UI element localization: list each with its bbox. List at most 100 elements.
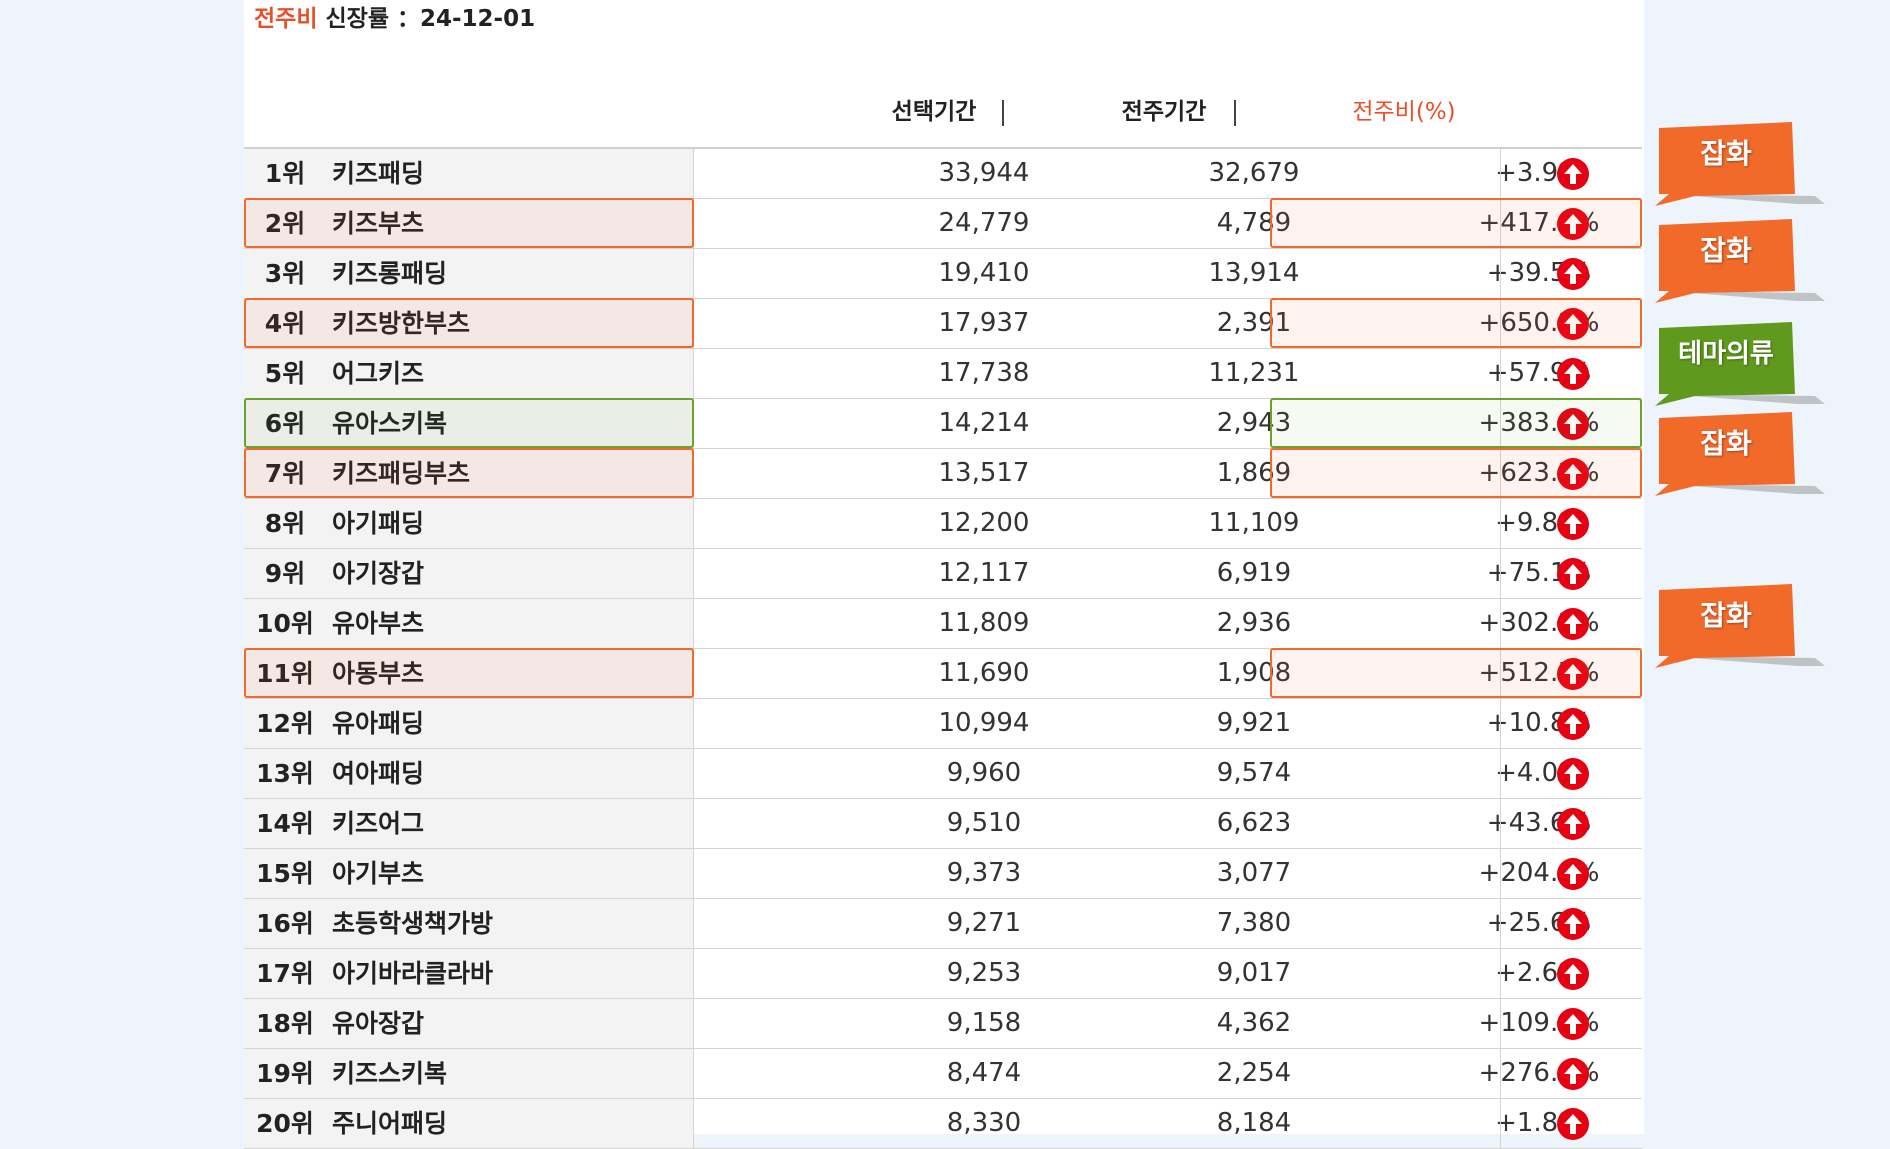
highlight-box-change [1270,398,1642,448]
table-row: 20위 주니어패딩 8,330 8,184 +1.8% [244,1099,1642,1149]
rank-cell: 8위 아기패딩 [244,499,694,548]
previous-period-value: 9,574 [1216,758,1292,788]
rank-cell: 14위 키즈어그 [244,799,694,848]
table-row: 5위 어그키즈 17,738 11,231 +57.9% [244,349,1642,399]
keyword-label: 유아장갑 [332,1009,425,1038]
table-row: 13위 여아패딩 9,960 9,574 +4.0% [244,749,1642,799]
selected-period-value: 9,373 [946,858,1022,888]
arrow-up-circle-icon [1557,758,1589,790]
callout-label: 잡화 [1700,599,1752,632]
table-row: 12위 유아패딩 10,994 9,921 +10.8% [244,699,1642,749]
col-separator [1234,100,1236,126]
category-callout: 잡화 [1655,580,1835,690]
selected-period-value: 14,214 [938,408,1030,438]
table-row: 7위 키즈패딩부츠 13,517 1,869 +623.2% [244,448,1642,499]
trend-cell [1500,849,1642,898]
keyword-label: 유아부츠 [332,609,425,638]
previous-period-value: 1,869 [1216,458,1292,488]
speech-bubble-icon [1655,122,1825,206]
rank-label: 4위 [264,309,306,338]
trend-cell [1500,449,1642,498]
speech-bubble-icon [1655,412,1825,496]
selected-period-value: 12,200 [938,508,1030,538]
keyword-label: 키즈방한부츠 [332,309,471,338]
rank-cell: 9위 아기장갑 [244,549,694,598]
previous-period-value: 13,914 [1208,258,1300,288]
rank-label: 16위 [256,909,314,938]
rank-cell: 12위 유아패딩 [244,699,694,748]
table-row: 11위 아동부츠 11,690 1,908 +512.7% [244,648,1642,699]
rank-cell: 17위 아기바라클라바 [244,949,694,998]
table-row: 18위 유아장갑 9,158 4,362 +109.9% [244,999,1642,1049]
selected-period-value: 17,937 [938,308,1030,338]
keyword-label: 아기장갑 [332,559,425,588]
highlight-box-keyword [244,198,694,248]
rank-label: 19위 [256,1059,314,1088]
table-row: 3위 키즈롱패딩 19,410 13,914 +39.5% [244,249,1642,299]
trend-cell [1500,799,1642,848]
selected-period-value: 9,253 [946,958,1022,988]
trend-cell [1500,999,1642,1048]
arrow-up-circle-icon [1557,158,1589,190]
arrow-up-circle-icon [1557,208,1589,240]
trend-cell [1500,199,1642,248]
trend-cell [1500,649,1642,698]
header-date: ：24-12-01 [397,6,536,32]
trend-cell [1500,949,1642,998]
previous-period-value: 2,943 [1216,408,1292,438]
trend-cell [1500,699,1642,748]
previous-period-value: 8,184 [1216,1108,1292,1138]
previous-period-value: 9,921 [1216,708,1292,738]
rank-label: 17위 [256,959,314,988]
keyword-label: 유아스키복 [332,409,448,438]
rank-label: 13위 [256,759,314,788]
table-row: 16위 초등학생책가방 9,271 7,380 +25.6% [244,899,1642,949]
previous-period-value: 3,077 [1216,858,1292,888]
rank-label: 5위 [264,359,306,388]
trend-cell [1500,899,1642,948]
header-highlight: 전주비 [254,6,318,32]
selected-period-value: 8,330 [946,1108,1022,1138]
rank-label: 12위 [256,709,314,738]
rank-cell: 4위 키즈방한부츠 [244,299,694,348]
table-row: 9위 아기장갑 12,117 6,919 +75.1% [244,549,1642,599]
selected-period-value: 9,960 [946,758,1022,788]
trend-cell [1500,599,1642,648]
col-week-change: 전주비(%) [1352,99,1456,125]
previous-period-value: 4,362 [1216,1008,1292,1038]
rank-label: 18위 [256,1009,314,1038]
keyword-label: 키즈패딩부츠 [332,459,471,488]
highlight-box-change [1270,298,1642,348]
keyword-label: 초등학생책가방 [332,909,494,938]
rank-cell: 1위 키즈패딩 [244,149,694,198]
keyword-label: 키즈패딩 [332,159,425,188]
growth-header: 전주비 신장률 ：24-12-01 [254,2,535,36]
rank-cell: 16위 초등학생책가방 [244,899,694,948]
keyword-label: 키즈부츠 [332,209,425,238]
table-row: 17위 아기바라클라바 9,253 9,017 +2.6% [244,949,1642,999]
keyword-label: 키즈스키복 [332,1059,448,1088]
arrow-up-circle-icon [1557,258,1589,290]
selected-period-value: 9,271 [946,908,1022,938]
trend-cell [1500,1049,1642,1098]
speech-bubble-icon [1655,219,1825,303]
rank-label: 1위 [264,159,306,188]
arrow-up-circle-icon [1557,558,1589,590]
col-selected-period: 선택기간 [891,99,977,125]
keyword-ranking-panel: 전주비 신장률 ：24-12-01 선택기간 전주기간 전주비(%) 1위 키즈… [244,0,1644,1149]
table-row: 15위 아기부츠 9,373 3,077 +204.6% [244,849,1642,899]
rank-label: 14위 [256,809,314,838]
table-row: 6위 유아스키복 14,214 2,943 +383.0% [244,398,1642,449]
keyword-label: 키즈어그 [332,809,425,838]
selected-period-value: 12,117 [938,558,1030,588]
keyword-label: 유아패딩 [332,709,425,738]
category-callout: 테마의류 [1655,318,1835,428]
previous-period-value: 1,908 [1216,658,1292,688]
highlight-box-keyword [244,448,694,498]
rank-cell: 13위 여아패딩 [244,749,694,798]
rank-label: 2위 [264,209,306,238]
header-label: 신장률 [325,6,389,32]
trend-cell [1500,249,1642,298]
speech-bubble-icon [1655,322,1825,406]
keyword-label: 키즈롱패딩 [332,259,448,288]
